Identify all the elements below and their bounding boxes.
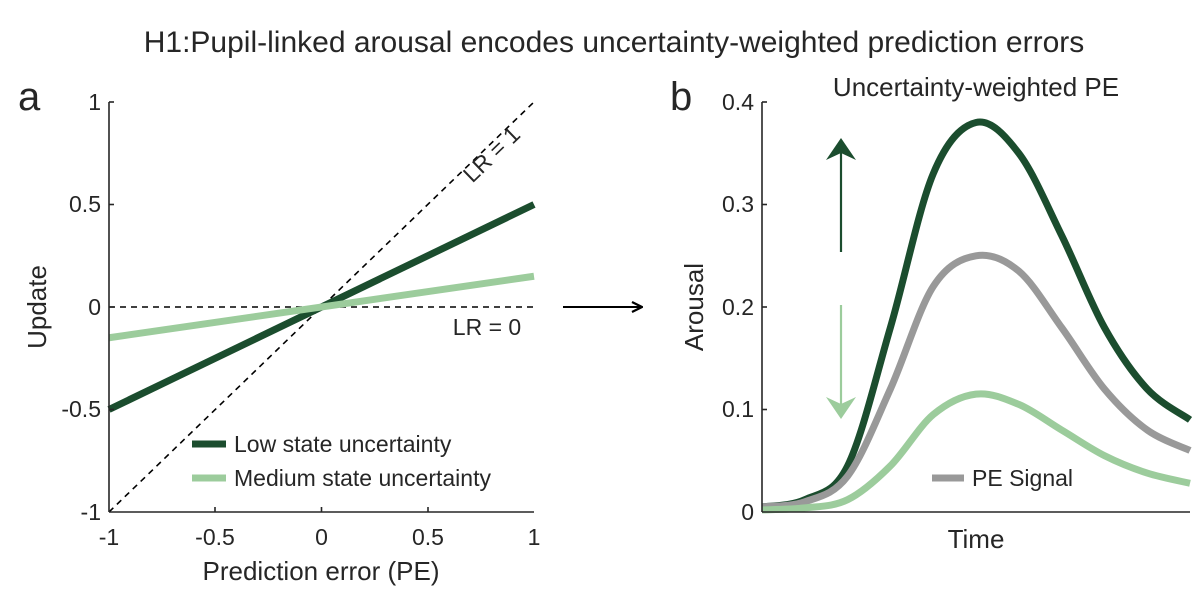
increase-arrow [826,138,856,252]
panel-b-legend: PE Signal [932,465,1073,491]
panel-a: a 1 0.5 0 -0.5 -1 -1 -0.5 0 [18,75,540,586]
panel-b: b Uncertainty-weighted PE 0.4 0.3 0.2 0.… [670,72,1193,554]
panel-a-legend: Low state uncertainty Medium state uncer… [192,431,491,491]
series-line-medium-uncertainty [108,272,535,342]
decrease-arrow [826,305,856,419]
panel-a-x-ticks: -1 -0.5 0 0.5 1 [99,507,541,550]
panel-b-x-axis-label: Time [948,524,1005,554]
panel-a-y-axis-label: Update [22,265,52,349]
y-tick-label: 0.4 [722,89,754,115]
arousal-curve-low [761,390,1191,514]
panel-b-label: b [670,75,692,119]
y-tick-label: 0.2 [722,294,754,320]
legend-label-pe-signal: PE Signal [972,465,1073,491]
increase-arrow-head [826,138,856,160]
decrease-arrow-head [826,397,856,419]
x-tick-label: 0 [315,524,328,550]
arousal-curve-pe-signal [761,251,1192,511]
panel-a-y-ticks: 1 0.5 0 -0.5 -1 [61,89,114,525]
y-tick-label: 0.1 [722,396,754,422]
y-tick-label: 0 [88,294,101,320]
x-tick-label: -0.5 [195,524,235,550]
lr0-annotation: LR = 0 [453,314,521,340]
y-tick-label: 0.5 [69,191,101,217]
panel-a-x-axis-label: Prediction error (PE) [203,556,440,586]
panel-b-title: Uncertainty-weighted PE [833,72,1119,102]
panel-a-label: a [18,75,41,119]
legend-label-low-uncertainty: Low state uncertainty [234,431,452,457]
y-tick-label: 0.3 [722,191,754,217]
y-tick-label: -1 [81,499,101,525]
arousal-curve-high [761,118,1193,511]
x-tick-label: 1 [528,524,541,550]
x-tick-label: 0.5 [412,524,444,550]
legend-label-medium-uncertainty: Medium state uncertainty [234,465,491,491]
lr1-annotation: LR = 1 [458,121,525,187]
panel-b-y-axis-label: Arousal [679,263,709,351]
y-tick-label: 0 [741,499,754,525]
x-tick-label: -1 [99,524,119,550]
panel-b-y-ticks: 0.4 0.3 0.2 0.1 0 [722,89,767,525]
figure-title: H1:Pupil-linked arousal encodes uncertai… [144,26,1085,59]
y-tick-label: -0.5 [61,396,101,422]
y-tick-label: 1 [88,89,101,115]
